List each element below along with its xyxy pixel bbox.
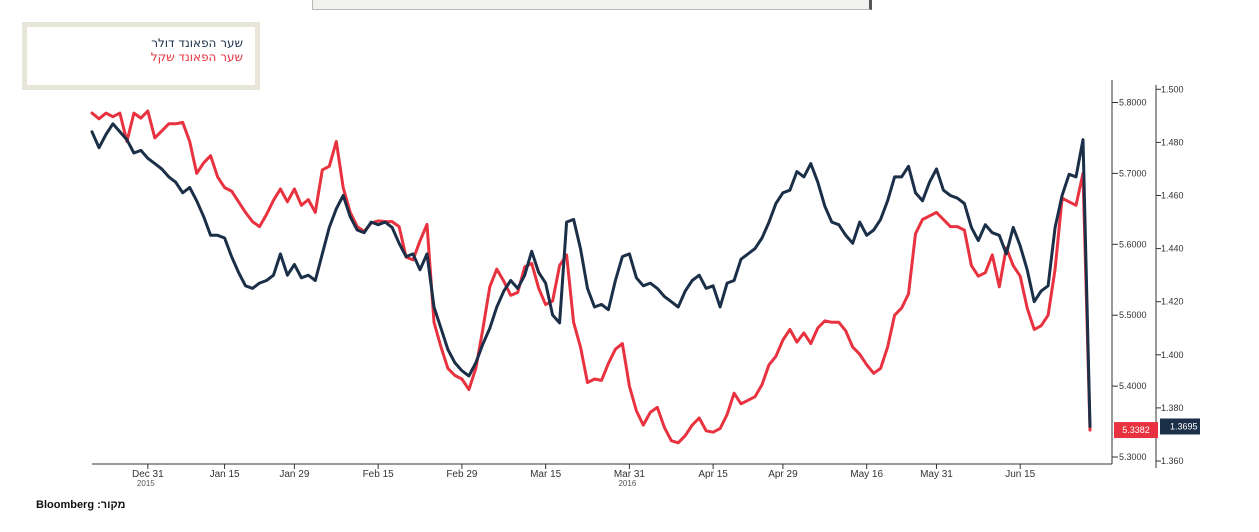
x-axis: Dec 31 Jan 15 Jan 29 Feb 15 Feb 29 Mar 15 Mar … bbox=[92, 463, 1112, 488]
last-value-badge-shekel bbox=[1114, 422, 1158, 439]
y-left-tick-label: 5.8000 bbox=[1119, 98, 1147, 108]
x-tick-label: Mar 31 bbox=[614, 469, 646, 480]
y-left-tick-label: 5.3000 bbox=[1119, 452, 1147, 462]
legend-dollar-label: שער הפאונד דולר bbox=[151, 36, 243, 50]
last-value-labels: 5.3382 1.3695 bbox=[1114, 418, 1200, 439]
x-tick-label: Apr 15 bbox=[698, 469, 728, 480]
last-value-badge-dollar bbox=[1160, 418, 1200, 435]
x-tick-label: May 16 bbox=[850, 469, 883, 480]
y-right-tick-label: 1.480 bbox=[1161, 137, 1184, 147]
y-right-tick-label: 1.400 bbox=[1161, 350, 1184, 360]
x-tick-label: Jun 15 bbox=[1005, 469, 1035, 480]
window-top-bar bbox=[312, 0, 872, 10]
x-tick-label: Jan 15 bbox=[210, 469, 240, 480]
y-left-tick-label: 5.4000 bbox=[1119, 381, 1147, 391]
y-left-tick-label: 5.5000 bbox=[1119, 310, 1147, 320]
series-layer bbox=[90, 109, 1092, 445]
y-right-tick-label: 1.420 bbox=[1161, 297, 1184, 307]
x-tick-label: Feb 29 bbox=[446, 469, 478, 480]
x-tick-label: Jan 29 bbox=[279, 469, 309, 480]
y-right-tick-label: 1.460 bbox=[1161, 191, 1184, 201]
y-right-tick-label: 1.360 bbox=[1161, 456, 1184, 466]
series-line-dollar bbox=[90, 122, 1092, 428]
y-right-tick-label: 1.380 bbox=[1161, 403, 1184, 413]
y-right-tick-label: 1.500 bbox=[1161, 84, 1184, 94]
last-value-shekel: 5.3382 bbox=[1122, 425, 1150, 435]
x-year-label: 2016 bbox=[618, 479, 636, 488]
legend-shekel-label: שער הפאונד שקל bbox=[150, 50, 243, 64]
source-note: מקור: Bloomberg bbox=[36, 499, 126, 511]
x-tick-label: Apr 29 bbox=[768, 469, 798, 480]
y-axis-right: 1.360 1.380 1.400 1.420 1.440 1.460 1.480 1.500 bbox=[1155, 84, 1184, 468]
y-right-tick-label: 1.440 bbox=[1161, 244, 1184, 254]
legend-box: שער הפאונד דולר שער הפאונד שקל bbox=[22, 22, 260, 90]
x-tick-label: Mar 15 bbox=[530, 469, 562, 480]
y-left-tick-label: 5.6000 bbox=[1119, 239, 1147, 249]
series-line-shekel bbox=[90, 109, 1092, 445]
y-left-tick-label: 5.7000 bbox=[1119, 168, 1147, 178]
x-year-label: 2015 bbox=[137, 479, 155, 488]
x-tick-label: May 31 bbox=[920, 469, 953, 480]
x-tick-label: Feb 15 bbox=[363, 469, 395, 480]
last-value-dollar: 1.3695 bbox=[1170, 421, 1198, 431]
x-tick-label: Dec 31 bbox=[132, 469, 164, 480]
y-axis-left: 5.3000 5.4000 5.5000 5.6000 5.7000 5.8000 bbox=[1111, 80, 1147, 464]
